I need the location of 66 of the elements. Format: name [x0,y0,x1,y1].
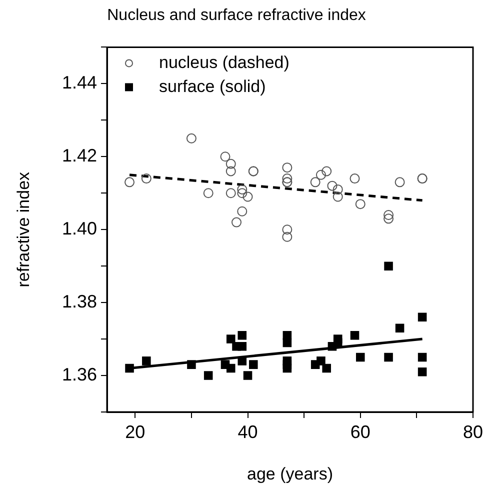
point [142,356,151,366]
point [226,334,236,344]
point [242,192,253,202]
point [243,371,252,380]
point [418,312,427,322]
point [310,177,320,188]
point [220,152,230,162]
point [384,214,394,224]
point [350,174,360,184]
point [322,364,331,373]
point [394,177,405,188]
point [226,166,236,176]
point [249,360,258,369]
text: 1.40 [62,218,97,239]
point [322,166,332,176]
point [384,210,394,220]
y-tick-label: 1.42 [62,146,97,166]
point [238,356,247,366]
y-tick-label: 1.36 [62,364,97,384]
point [238,342,247,351]
point [238,331,247,340]
point [418,367,427,376]
point [226,158,236,169]
legend-label: nucleus (dashed) [159,52,290,72]
point [384,262,393,270]
point [237,184,248,194]
point [237,206,248,216]
x-axis-title: age (years) [247,464,333,484]
point [350,331,360,340]
y-tick-label: 1.44 [62,72,97,93]
point [141,174,152,184]
point [332,192,343,202]
y-tick-label: 1.38 [62,292,97,312]
point [384,352,393,362]
point [203,188,214,198]
point [226,364,236,373]
point [232,217,242,228]
y-axis-title: refractive index [14,171,33,288]
x-tick-label: 80 [462,422,484,442]
point [355,199,366,210]
x-tick-label: 40 [238,422,258,442]
x-tick-label: 60 [350,422,370,442]
point [237,188,248,198]
point [186,133,196,144]
point [282,162,292,173]
point [327,180,338,191]
point [187,360,196,369]
point [125,364,134,373]
point [316,356,326,366]
point [282,224,292,235]
legend-label: surface (solid) [159,76,266,96]
point [333,334,342,344]
point [282,174,292,184]
point [226,188,236,198]
point [395,324,404,332]
point [316,170,326,180]
point [282,338,292,348]
point [356,352,365,362]
point [282,364,292,373]
point [204,371,213,380]
point [124,177,135,188]
point [332,184,343,194]
point [418,352,427,362]
chart-title: Nucleus and surface refractive index [107,7,366,24]
x-tick-label: 20 [125,422,146,442]
point [282,232,292,242]
